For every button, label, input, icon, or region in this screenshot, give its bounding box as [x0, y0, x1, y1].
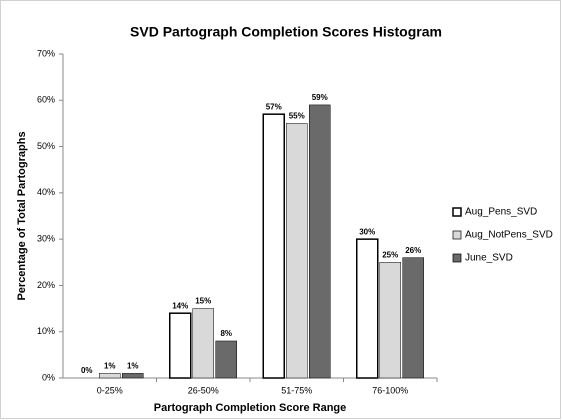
x-tick-label: 0-25% [97, 385, 123, 395]
y-tick-label: 40% [37, 187, 55, 197]
x-axis-title: Partograph Completion Score Range [154, 402, 347, 414]
legend-swatch [452, 253, 462, 263]
legend-label: June_SVD [465, 253, 513, 264]
bar [122, 373, 144, 379]
x-tick-label: 51-75% [281, 385, 312, 395]
y-tick-label: 20% [37, 280, 55, 290]
value-label: 59% [312, 93, 328, 102]
y-axis-title: Percentage of Total Partographs [16, 131, 28, 300]
y-tick-label: 10% [37, 326, 55, 336]
value-label: 30% [359, 227, 375, 236]
value-label: 1% [104, 361, 116, 370]
y-tick-label: 50% [37, 141, 55, 151]
value-label: 0% [81, 366, 93, 375]
bar [286, 123, 308, 379]
legend-label: Aug_Pens_SVD [465, 207, 537, 218]
value-label: 55% [289, 112, 305, 121]
bar [379, 262, 401, 379]
value-label: 1% [127, 361, 139, 370]
bar [356, 238, 379, 379]
bar [402, 257, 424, 379]
chart-title: SVD Partograph Completion Scores Histogr… [130, 24, 442, 40]
y-tick-label: 70% [37, 48, 55, 58]
legend-swatch [452, 230, 462, 240]
x-tick-label: 76-100% [372, 385, 408, 395]
y-tick-label: 30% [37, 234, 55, 244]
legend-label: Aug_NotPens_SVD [465, 230, 553, 241]
value-label: 14% [172, 301, 188, 310]
bar [309, 104, 331, 379]
x-tick-label: 26-50% [188, 385, 219, 395]
value-label: 15% [195, 297, 211, 306]
bar [262, 113, 285, 379]
value-label: 8% [220, 329, 232, 338]
legend-swatch [452, 207, 462, 217]
value-label: 57% [266, 102, 282, 111]
value-label: 26% [405, 246, 421, 255]
y-tick-label: 60% [37, 95, 55, 105]
value-label: 25% [382, 250, 398, 259]
bar [215, 340, 237, 379]
y-tick-label: 0% [42, 372, 55, 382]
bar [99, 373, 121, 379]
bar [192, 308, 214, 379]
bar [169, 312, 192, 379]
